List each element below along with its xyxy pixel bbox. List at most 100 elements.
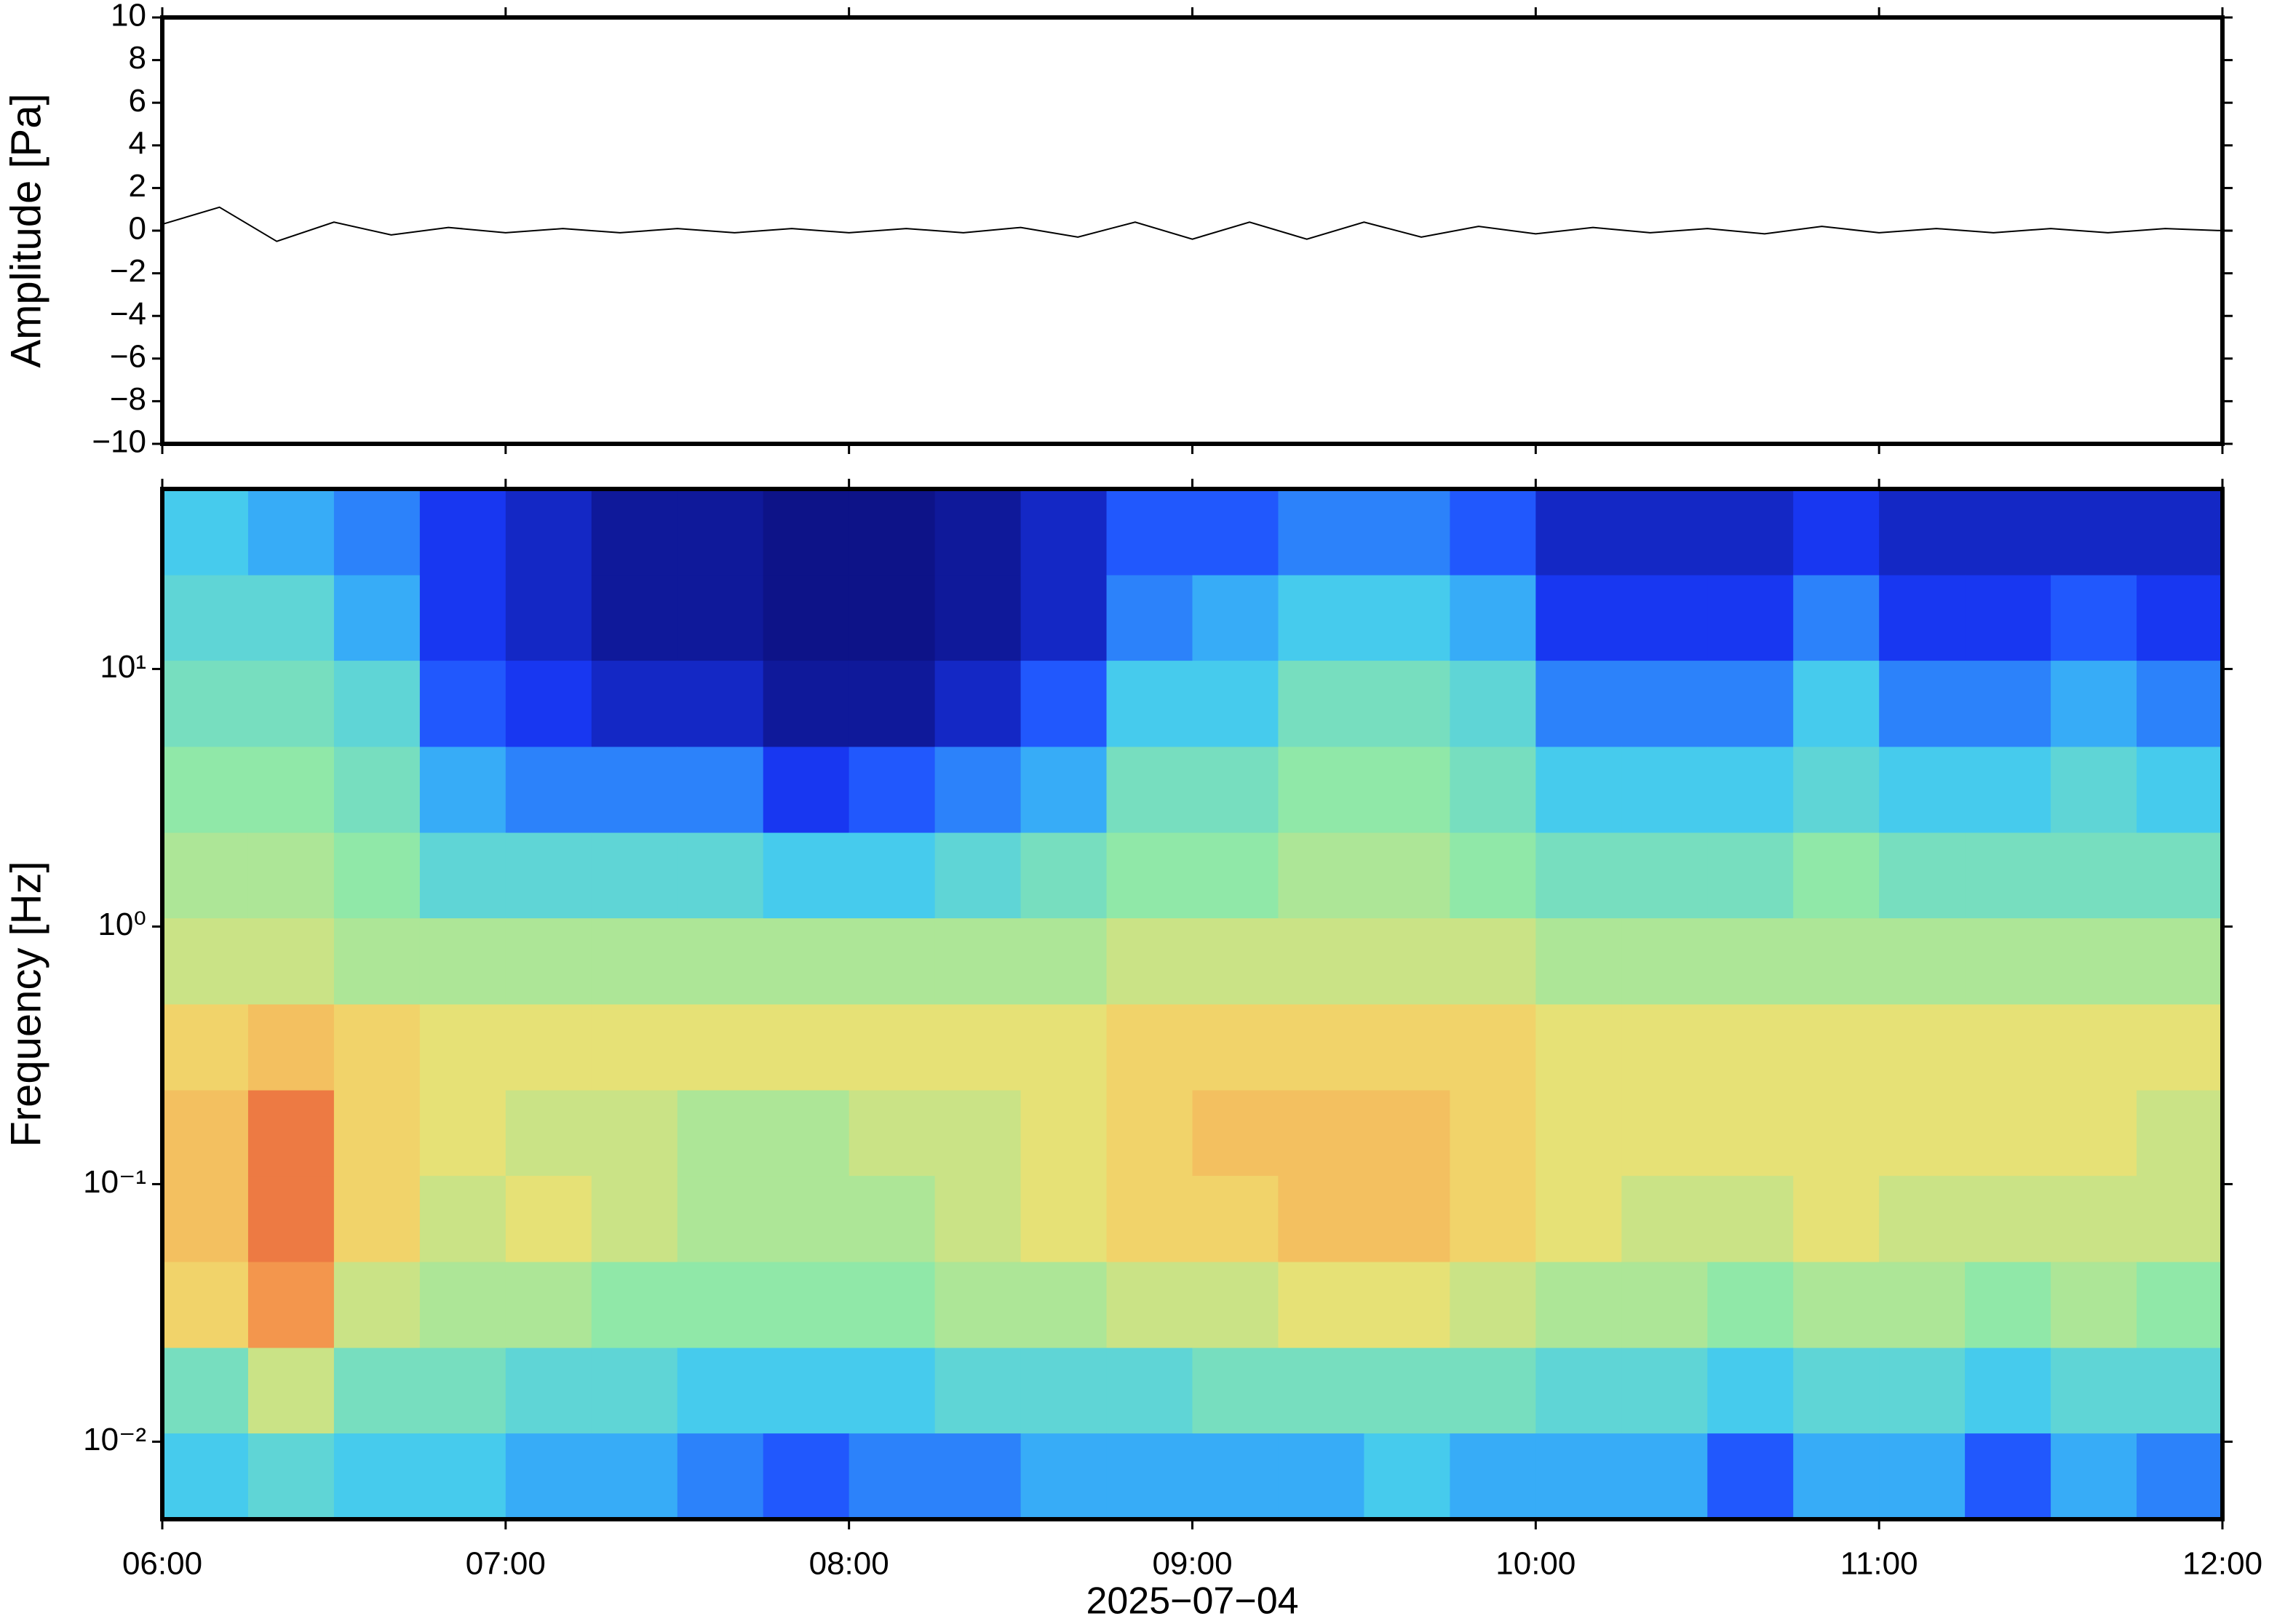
spectrogram-cell xyxy=(419,1175,506,1262)
spectrogram-cell xyxy=(419,1348,506,1434)
spectrogram-cell xyxy=(934,1175,1022,1262)
spectrogram-cell xyxy=(1793,489,1880,576)
spectrogram-cell xyxy=(1106,918,1193,1005)
spectrogram-cell xyxy=(1106,489,1193,576)
spectrogram-cell xyxy=(1535,1433,1622,1520)
spectrogram-cell xyxy=(2051,1433,2137,1520)
spectrogram-cell xyxy=(1020,660,1108,747)
spectrogram-cell xyxy=(1364,1090,1450,1177)
spectrogram-cell xyxy=(1106,832,1193,919)
spectrogram-cell xyxy=(1106,747,1193,833)
spectrogram-cell xyxy=(1965,1175,2051,1262)
spectrogram-cell xyxy=(2051,1348,2137,1434)
spectrogram-cell xyxy=(591,489,678,576)
spectrogram-cell xyxy=(505,918,592,1005)
spectrogram-cell xyxy=(1793,832,1880,919)
spectrogram-cell xyxy=(419,575,506,661)
spectrogram-cell xyxy=(1106,1004,1193,1091)
spectrogram-cell xyxy=(677,660,764,747)
spectrogram-cell xyxy=(934,1090,1022,1177)
spectrogram-cell xyxy=(1707,918,1794,1005)
spectrogram-cell xyxy=(934,1262,1022,1348)
spectrogram-cell xyxy=(1621,1004,1708,1091)
spectrogram-cell xyxy=(1278,1090,1364,1177)
y-tick-label: −6 xyxy=(110,338,146,374)
spectrogram-cell xyxy=(934,575,1022,661)
spectrogram-cell xyxy=(247,1433,335,1520)
spectrogram-cell xyxy=(591,660,678,747)
spectrogram-cell xyxy=(2137,918,2223,1005)
spectrogram-cell xyxy=(2051,1262,2137,1348)
spectrogram-cell xyxy=(419,489,506,576)
spectrogram-cell xyxy=(2051,1175,2137,1262)
spectrogram-cell xyxy=(591,1175,678,1262)
spectrogram-cell xyxy=(1879,1090,1966,1177)
y-tick-label: 10⁰ xyxy=(98,907,146,942)
spectrogram-cell xyxy=(1965,1262,2051,1348)
y-tick-label: 10 xyxy=(111,0,146,33)
spectrogram-cell xyxy=(247,489,335,576)
spectrogram-cell xyxy=(1278,747,1364,833)
spectrogram-cell xyxy=(1965,918,2051,1005)
spectrogram-cell xyxy=(162,660,249,747)
spectrogram-cell xyxy=(677,489,764,576)
spectrogram-cell xyxy=(505,1090,592,1177)
spectrogram-cell xyxy=(677,918,764,1005)
spectrogram-cell xyxy=(505,1348,592,1434)
spectrogram-cell xyxy=(2137,1262,2223,1348)
spectrogram-cell xyxy=(763,1433,850,1520)
spectrogram-cell xyxy=(677,1348,764,1434)
spectrogram-cell xyxy=(1450,1090,1536,1177)
spectrogram-cell xyxy=(1879,1262,1966,1348)
spectrogram-cell xyxy=(1793,1090,1880,1177)
spectrogram-cell xyxy=(1621,575,1708,661)
spectrogram-cell xyxy=(763,489,850,576)
spectrogram-cell xyxy=(1192,1004,1279,1091)
spectrogram-cell xyxy=(763,747,850,833)
spectrogram-cell xyxy=(1621,832,1708,919)
spectrogram-cell xyxy=(162,1348,249,1434)
spectrogram-cell xyxy=(162,1004,249,1091)
spectrogram-cell xyxy=(849,1090,936,1177)
spectrogram-cell xyxy=(763,918,850,1005)
spectrogram-cell xyxy=(1364,1004,1450,1091)
spectrogram-cell xyxy=(505,660,592,747)
spectrogram-cell xyxy=(1793,1433,1880,1520)
y-tick-label: 4 xyxy=(129,125,146,161)
spectrogram-cell xyxy=(333,1004,421,1091)
spectrogram-cell xyxy=(1879,1175,1966,1262)
spectrogram-cell xyxy=(162,918,249,1005)
spectrogram-cell xyxy=(1879,832,1966,919)
spectrogram-cell xyxy=(247,918,335,1005)
spectrogram-cell xyxy=(1879,1433,1966,1520)
spectrogram-cell xyxy=(677,1262,764,1348)
spectrogram-cell xyxy=(1106,575,1193,661)
spectrogram-cell xyxy=(677,575,764,661)
spectrogram-cell xyxy=(419,918,506,1005)
spectrogram-cell xyxy=(1020,1433,1108,1520)
spectrogram-cell xyxy=(763,1090,850,1177)
spectrogram-cell xyxy=(1106,660,1193,747)
spectrogram-cell xyxy=(1535,575,1622,661)
spectrogram-cell xyxy=(1535,1004,1622,1091)
spectrogram-cell xyxy=(1965,1004,2051,1091)
spectrogram-cell xyxy=(934,747,1022,833)
spectrogram-cell xyxy=(849,1348,936,1434)
spectrogram-cell xyxy=(419,1004,506,1091)
spectrogram-cell xyxy=(1793,1004,1880,1091)
spectrogram-cell xyxy=(505,1262,592,1348)
y-tick-label: 6 xyxy=(129,83,146,119)
spectrogram-cell xyxy=(333,489,421,576)
spectrogram-cell xyxy=(247,575,335,661)
y-tick-label: −4 xyxy=(110,296,146,332)
spectrogram-cell xyxy=(1020,489,1108,576)
y-tick-label: 10¹ xyxy=(100,649,146,685)
spectrogram-cell xyxy=(1535,489,1622,576)
spectrogram-cell xyxy=(247,1348,335,1434)
spectrogram-cell xyxy=(1450,747,1536,833)
spectrogram-cell xyxy=(2137,575,2223,661)
spectrogram-cell xyxy=(333,1090,421,1177)
spectrogram-cell xyxy=(1535,1348,1622,1434)
spectrogram-cell xyxy=(1278,1262,1364,1348)
spectrogram-cell xyxy=(677,1433,764,1520)
